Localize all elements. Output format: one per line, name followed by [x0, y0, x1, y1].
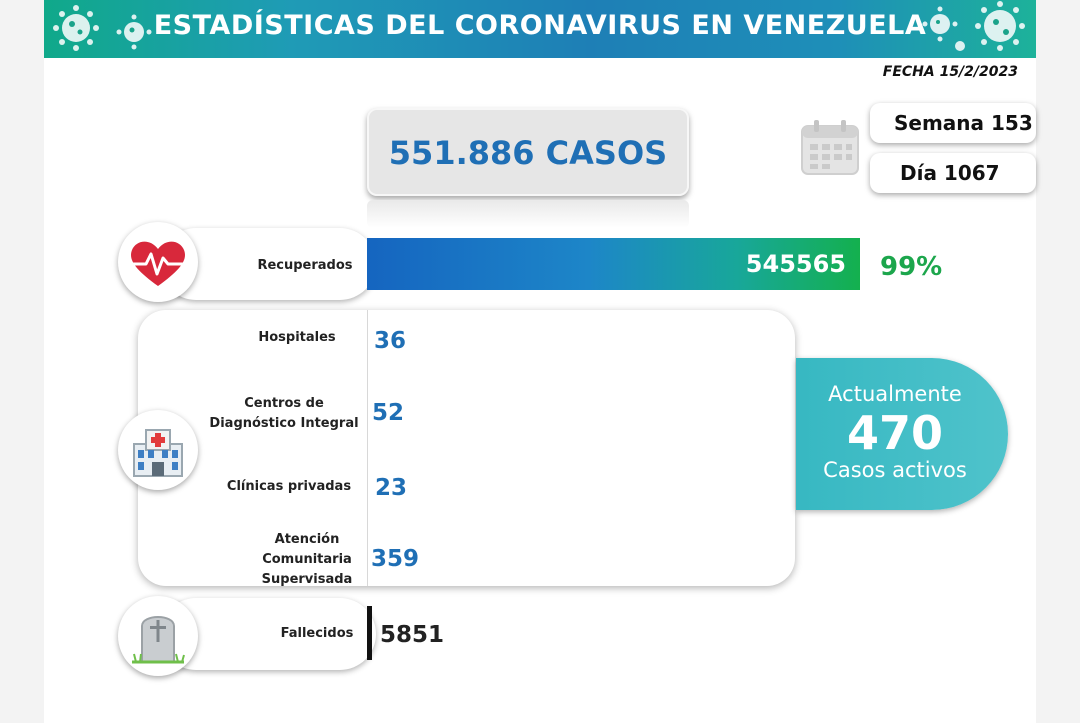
hospital-icon-circle	[118, 410, 198, 490]
page-title: ESTADÍSTICAS DEL CORONAVIRUS EN VENEZUEL…	[153, 10, 927, 41]
recovered-value: 545565	[745, 250, 846, 278]
calendar-icon	[801, 120, 859, 175]
cdi-value: 52	[372, 400, 405, 426]
heart-pulse-icon	[131, 241, 185, 286]
private-clinics-label: Clínicas privadas	[226, 479, 352, 494]
recovered-label: Recuperados	[257, 258, 353, 273]
community-care-label: Atención Comunitaria Supervisada	[261, 532, 353, 587]
recovered-bar: 545565	[367, 238, 860, 290]
date-label: FECHA 15/2/2023	[882, 64, 1018, 80]
hospitals-value: 36	[374, 328, 407, 354]
active-cases-badge: Actualmente 470 Casos activos	[796, 358, 1008, 510]
cdi-label: Centros de Diagnóstico Integral	[209, 396, 359, 431]
deaths-value: 5851	[380, 622, 445, 648]
divider	[367, 310, 368, 586]
total-cases-reflection	[367, 200, 689, 228]
total-cases: 551.886 CASOS	[388, 134, 668, 172]
virus-icon	[53, 5, 152, 51]
day-label: Día 1067	[900, 161, 1000, 185]
total-cases-box: 551.886 CASOS	[367, 108, 689, 196]
active-cases-suffix: Casos activos	[823, 458, 967, 482]
active-cases-prefix: Actualmente	[828, 382, 962, 406]
deaths-label: Fallecidos	[280, 626, 354, 641]
active-cases-value: 470	[846, 406, 944, 460]
private-clinics-value: 23	[375, 475, 408, 501]
hospitalization-panel	[138, 310, 795, 586]
day-badge: Día 1067	[870, 153, 1036, 193]
deaths-bar	[367, 606, 372, 660]
deaths-icon-circle	[118, 596, 198, 676]
community-care-value: 359	[371, 546, 420, 572]
week-badge: Semana 153	[870, 103, 1036, 143]
hospitals-label: Hospitales	[258, 330, 336, 345]
tombstone-icon	[132, 616, 185, 664]
virus-icon	[922, 1, 1025, 51]
recovered-percent: 99%	[880, 252, 943, 282]
hospital-icon	[133, 429, 183, 477]
header-banner: ESTADÍSTICAS DEL CORONAVIRUS EN VENEZUEL…	[44, 0, 1036, 58]
recovered-icon-circle	[118, 222, 198, 302]
week-label: Semana 153	[894, 111, 1033, 135]
